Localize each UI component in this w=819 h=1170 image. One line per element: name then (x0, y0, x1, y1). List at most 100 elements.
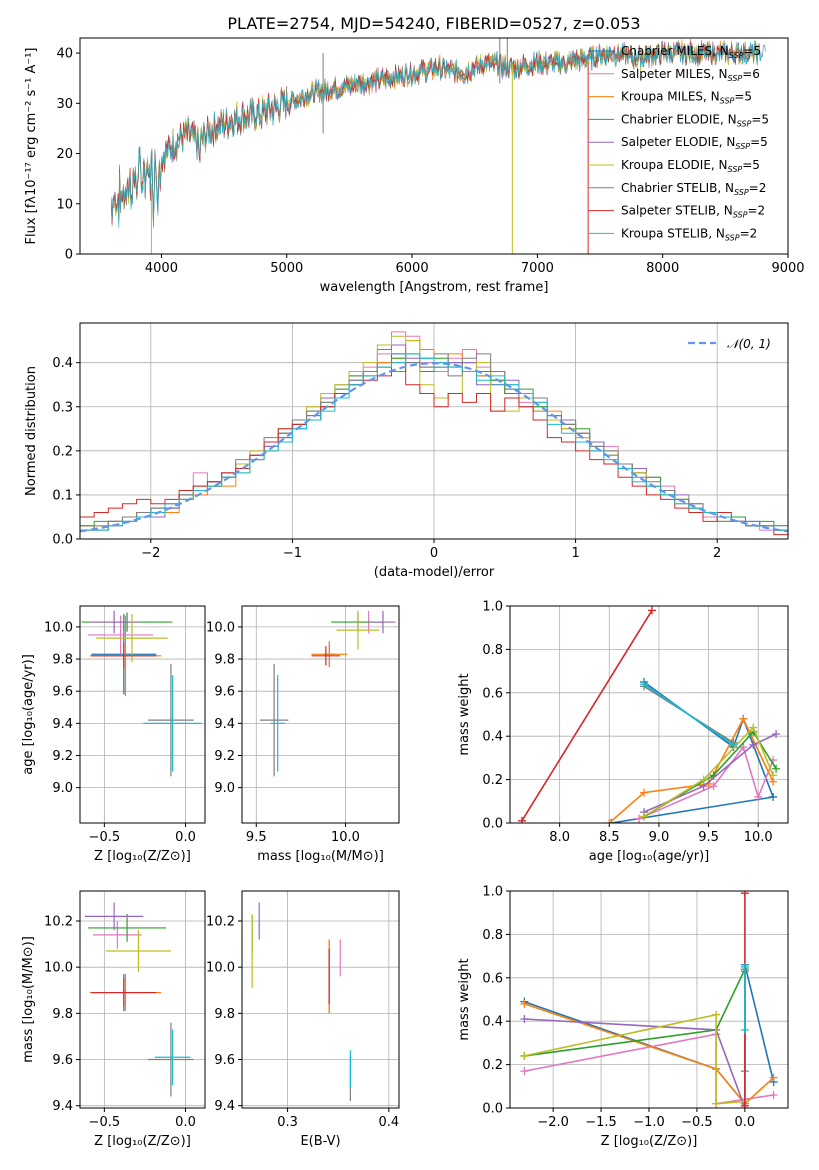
weight-series (740, 962, 749, 1034)
legend-label: Kroupa ELODIE, NSSP=5 (621, 158, 760, 174)
x-axis-label: (data-model)/error (374, 565, 495, 580)
weight-series (635, 743, 778, 823)
weight-line (643, 726, 774, 818)
x-tick-label: −2 (141, 546, 160, 561)
y-tick-label: 0.0 (52, 533, 73, 548)
x-axis-label: Z [log₁₀(Z/Z⊙)] (94, 849, 191, 864)
plot-area (81, 610, 202, 777)
weight-marker (520, 999, 529, 1008)
weight-marker (740, 1101, 749, 1108)
axes-age-vs-mass: 9.5 10.0 9.0 9.2 9.4 9.6 9.8 10.0 mass [log₁₀(M/… (206, 605, 400, 864)
y-tick-label: 9.4 (52, 1099, 73, 1114)
weight-series (640, 680, 738, 749)
weight-line (611, 681, 775, 823)
legend-count: =5 (742, 158, 760, 172)
spectrum-line (111, 40, 762, 229)
weight-marker (772, 764, 781, 773)
y-tick-label: 10.0 (44, 620, 73, 635)
x-tick-label: 10.0 (744, 830, 773, 845)
weight-series (640, 730, 781, 817)
x-tick-label: −0.5 (681, 1115, 713, 1130)
legend-count: =2 (749, 181, 767, 195)
legend-count: =5 (750, 135, 768, 149)
x-tick-label: 8.5 (599, 830, 620, 845)
x-tick-label: 0.0 (175, 1115, 196, 1130)
y-tick-label: 9.4 (52, 717, 73, 732)
grid (242, 891, 399, 1108)
y-tick-label: 0.4 (52, 356, 73, 371)
y-tick-label: 0.3 (52, 400, 73, 415)
plot-area (259, 610, 396, 777)
y-tick-label: 9.6 (214, 685, 235, 700)
weight-marker (754, 792, 763, 801)
error-point (96, 614, 168, 663)
weight-line (521, 609, 653, 822)
x-tick-label: 9.5 (246, 830, 267, 845)
grid (80, 606, 205, 823)
weight-marker (635, 814, 644, 823)
error-point (148, 1022, 194, 1097)
x-tick-label: −1.5 (585, 1115, 617, 1130)
plot-area (517, 606, 781, 823)
axes-massweight-vs-age: 8.0 8.5 9.0 9.5 10.0 0.0 0.2 0.4 0.6 0.8 1.0 age [l… (457, 600, 789, 864)
legend-label: 𝒩(0, 1) (727, 337, 771, 351)
legend-label: Kroupa STELIB, NSSP=2 (621, 226, 757, 242)
weight-series (520, 1015, 749, 1108)
weight-series (605, 714, 778, 823)
y-tick-label: 1.0 (482, 885, 503, 900)
x-tick-label: 9.0 (649, 830, 670, 845)
y-tick-label: 9.8 (214, 1007, 235, 1022)
y-tick-label: 9.4 (214, 717, 235, 732)
weight-series (640, 723, 778, 821)
legend-label: Kroupa MILES, NSSP=5 (621, 90, 752, 106)
axes-frame (79, 890, 206, 1109)
y-tick-label: 10.0 (206, 620, 235, 635)
y-tick-label: 0.2 (52, 444, 73, 459)
y-tick-label: 0.2 (482, 773, 503, 788)
weight-marker (769, 1090, 778, 1099)
y-tick-label: 10.0 (44, 961, 73, 976)
plot-area (520, 891, 778, 1108)
x-tick-label: 0.0 (175, 830, 196, 845)
x-tick-label: −1.0 (633, 1115, 665, 1130)
plot-area (111, 38, 766, 254)
axes-frame (241, 605, 400, 824)
x-tick-label: 7000 (521, 261, 554, 276)
weight-marker (712, 1099, 721, 1108)
x-tick-label: 4000 (145, 261, 178, 276)
legend-subscript: SSP (725, 233, 740, 242)
y-tick-label: 10.0 (206, 961, 235, 976)
error-point (336, 610, 380, 650)
y-tick-label: 1.0 (482, 600, 503, 615)
legend-label: Salpeter ELODIE, NSSP=5 (621, 135, 768, 151)
error-point (259, 663, 289, 777)
x-tick-label: 0.0 (735, 1115, 756, 1130)
weight-marker (647, 606, 656, 615)
weight-marker (640, 680, 649, 689)
error-point (88, 615, 154, 655)
grid (80, 891, 205, 1108)
y-tick-label: 9.8 (52, 1007, 73, 1022)
weight-marker (699, 775, 708, 784)
y-tick-label: 40 (56, 47, 73, 62)
axes-frame (79, 605, 206, 824)
error-point (89, 610, 139, 634)
weight-line (643, 733, 777, 813)
axes-frame (79, 37, 789, 255)
x-tick-label: 0 (430, 546, 438, 561)
weight-line (524, 1003, 775, 1105)
y-axis-label: mass weight (457, 673, 472, 755)
plot-area (80, 331, 788, 536)
x-tick-label: 2 (713, 546, 721, 561)
axes-frame (79, 322, 789, 540)
x-axis-label: Z [log₁₀(Z/Z⊙)] (601, 1134, 698, 1149)
axes-mass-vs-ebv: 0.3 0.4 9.4 9.6 9.8 10.0 10.2 E(B-V) (206, 890, 400, 1149)
x-tick-label: 8000 (646, 261, 679, 276)
y-tick-label: 0.8 (482, 643, 503, 658)
y-tick-label: 9.6 (214, 1053, 235, 1068)
y-tick-label: 0.4 (482, 730, 503, 745)
grid (510, 605, 788, 824)
x-tick-label: 9000 (771, 261, 804, 276)
y-tick-label: 20 (56, 147, 73, 162)
y-tick-label: 0.0 (482, 1102, 503, 1117)
